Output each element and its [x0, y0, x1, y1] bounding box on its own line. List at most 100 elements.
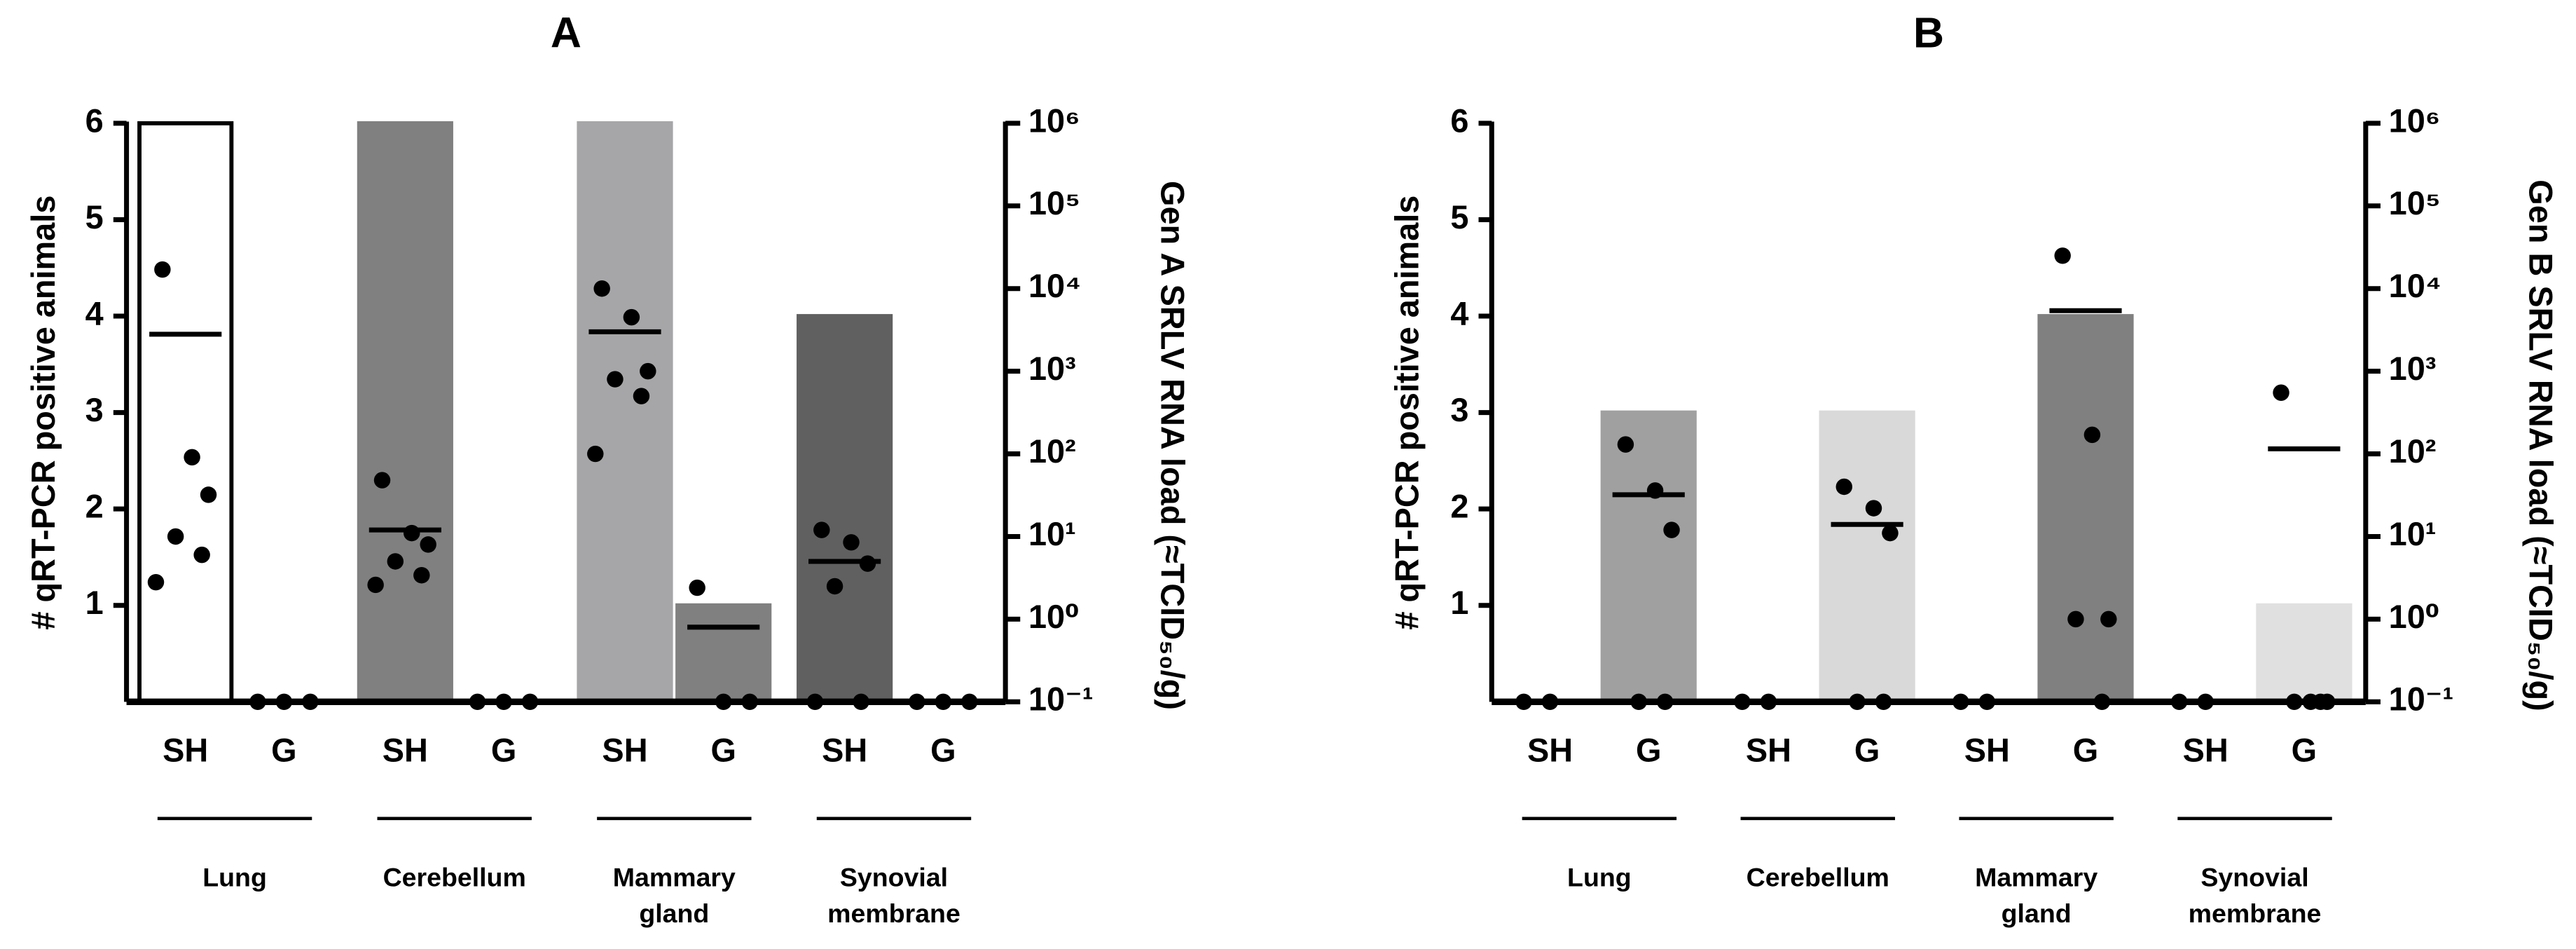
bar	[1600, 410, 1697, 704]
bar	[797, 314, 893, 704]
group-label: Lung	[1567, 862, 1632, 892]
data-dot	[587, 445, 604, 463]
x-tick-label: SH	[383, 732, 428, 768]
y-tick-label: 1	[1450, 585, 1468, 621]
y2-tick-label: 10³	[1028, 350, 1076, 387]
y-tick-label: 3	[1450, 392, 1468, 428]
y-tick-label: 4	[85, 295, 104, 332]
data-dot	[184, 449, 200, 466]
data-dot	[200, 486, 217, 503]
x-tick-label: SH	[602, 732, 647, 768]
data-dot	[420, 536, 436, 553]
x-tick-label: SH	[1527, 732, 1573, 768]
x-tick-label: G	[271, 732, 296, 768]
y2-tick-label: 10⁵	[2389, 185, 2441, 221]
y-tick-label: 6	[85, 102, 104, 139]
y-tick-label: 2	[85, 489, 104, 525]
x-tick-label: G	[2073, 732, 2098, 768]
data-dot	[843, 534, 860, 551]
data-dot	[2067, 610, 2084, 628]
y2-tick-label: 10⁻¹	[2389, 681, 2453, 718]
bar	[2256, 603, 2353, 704]
group-label: gland	[2002, 899, 2072, 928]
y2-tick-label: 10¹	[1028, 516, 1076, 552]
data-dot	[1835, 478, 1853, 496]
data-dot	[826, 578, 843, 595]
y2-tick-label: 10⁻¹	[1028, 681, 1094, 718]
data-dot	[2054, 247, 2071, 264]
bar	[675, 603, 772, 704]
data-dot	[404, 524, 420, 542]
group-label: Mammary	[613, 862, 736, 892]
x-tick-label: G	[930, 732, 956, 768]
data-dot	[167, 528, 184, 545]
group-label: Cerebellum	[383, 862, 526, 892]
data-dot	[593, 280, 610, 297]
group-label: Mammary	[1975, 862, 2098, 892]
group-label: Lung	[202, 862, 267, 892]
y2-tick-label: 10¹	[2389, 516, 2437, 552]
y2-tick-label: 10⁴	[1028, 268, 1081, 304]
group-label: membrane	[827, 899, 960, 928]
group-label: membrane	[2189, 899, 2322, 928]
group-label: Cerebellum	[1747, 862, 1889, 892]
data-dot	[387, 553, 404, 570]
data-dot	[2083, 426, 2101, 444]
y-tick-label: 2	[1450, 489, 1468, 525]
y-tick-label: 6	[1450, 102, 1468, 139]
y2-tick-label: 10²	[1028, 433, 1076, 470]
data-dot	[640, 362, 656, 380]
x-tick-label: G	[491, 732, 516, 768]
data-dot	[147, 573, 165, 591]
group-label: Synovial	[2200, 862, 2308, 892]
bar	[137, 121, 234, 704]
y2-tick-label: 10⁰	[1028, 599, 1080, 635]
data-dot	[1617, 436, 1634, 453]
y-axis-title: # qRT-PCR positive animals	[1389, 196, 1425, 630]
bar	[1819, 410, 1915, 704]
data-dot	[689, 579, 705, 596]
data-dot	[2273, 384, 2289, 401]
data-dot	[1865, 500, 1882, 517]
x-tick-label: SH	[1964, 732, 2010, 768]
y2-tick-label: 10⁶	[1028, 102, 1080, 139]
x-tick-label: G	[2292, 732, 2317, 768]
panel-title: A	[551, 9, 581, 57]
bar	[2037, 314, 2134, 704]
y-tick-label: 1	[85, 585, 104, 621]
y2-tick-label: 10²	[2389, 433, 2437, 470]
x-tick-label: SH	[163, 732, 208, 768]
panel-title: B	[1913, 9, 1944, 57]
bar	[577, 121, 673, 704]
y-tick-label: 5	[85, 199, 104, 235]
data-dot	[2100, 610, 2117, 628]
x-tick-label: G	[710, 732, 736, 768]
data-dot	[623, 308, 640, 326]
y-axis-title: # qRT-PCR positive animals	[25, 196, 62, 630]
data-dot	[373, 472, 391, 489]
data-dot	[1663, 521, 1680, 538]
x-tick-label: G	[1854, 732, 1880, 768]
data-dot	[607, 371, 624, 388]
data-dot	[633, 388, 650, 404]
y-tick-label: 3	[85, 392, 104, 428]
y-tick-label: 4	[1450, 295, 1468, 332]
y2-axis-title: Gen A SRLV RNA load (≈TCID₅₀/g)	[1154, 181, 1190, 710]
y2-tick-label: 10⁵	[1028, 185, 1080, 221]
y2-tick-label: 10³	[2389, 350, 2437, 387]
x-tick-label: SH	[1746, 732, 1791, 768]
group-label: gland	[639, 899, 709, 928]
x-tick-label: SH	[2183, 732, 2229, 768]
y2-tick-label: 10⁰	[2389, 599, 2440, 635]
data-dot	[813, 521, 830, 538]
bar	[357, 121, 453, 704]
data-dot	[413, 566, 430, 584]
x-tick-label: SH	[822, 732, 867, 768]
y2-axis-title: Gen B SRLV RNA load (≈TCID₅₀/g)	[2523, 179, 2559, 711]
y2-tick-label: 10⁴	[2389, 268, 2441, 304]
y-tick-label: 5	[1450, 199, 1468, 235]
group-label: Synovial	[840, 862, 948, 892]
x-tick-label: G	[1636, 732, 1661, 768]
